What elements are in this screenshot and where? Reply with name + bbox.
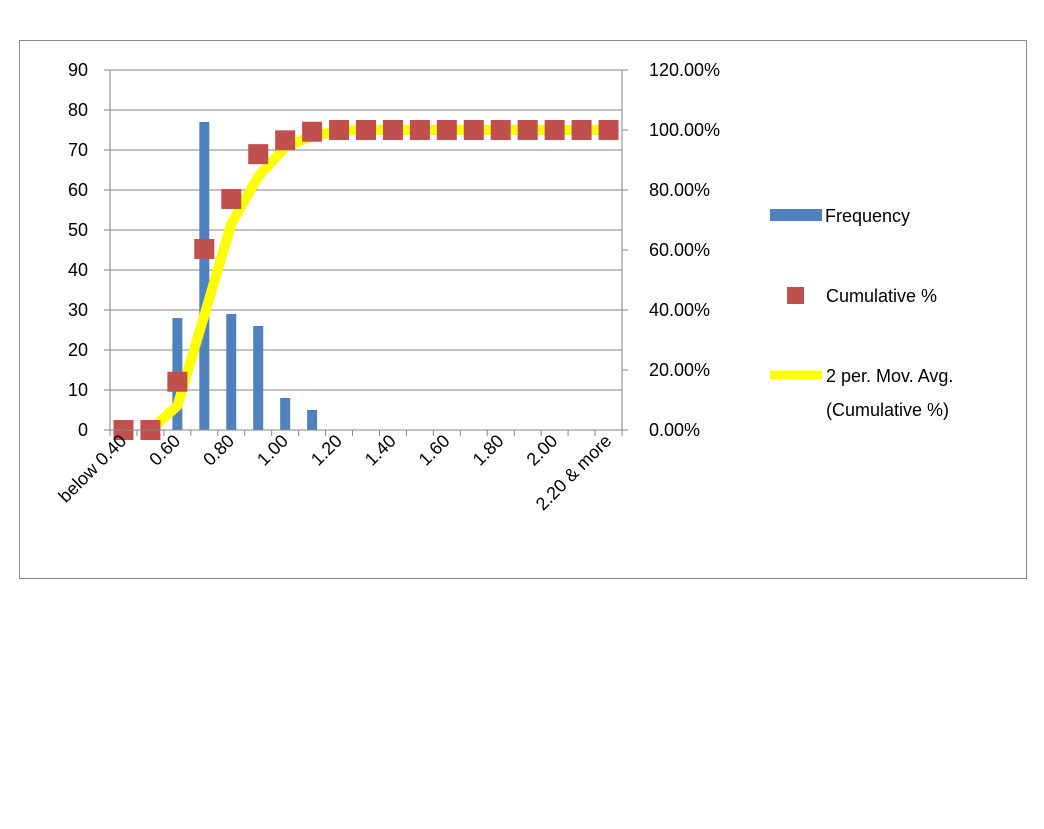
y2-tick-label: 0.00% (649, 420, 700, 440)
y-tick-label: 80 (68, 100, 88, 120)
moving-average-line (145, 125, 614, 435)
cumulative-point (356, 120, 376, 140)
cumulative-point (221, 188, 242, 209)
x-tick-label: 1.00 (253, 431, 292, 470)
x-tick-label: 1.20 (307, 431, 346, 470)
y2-tick-label: 20.00% (649, 360, 710, 380)
cumulative-point (194, 238, 215, 259)
frequency-bar (253, 326, 264, 430)
frequency-bar (226, 314, 237, 430)
cumulative-point (544, 120, 565, 140)
legend-frequency-label: Frequency (825, 206, 910, 226)
x-tick-label: 0.80 (199, 431, 238, 470)
frequency-bar (280, 398, 291, 430)
y2-tick-label: 40.00% (649, 300, 710, 320)
y-tick-label: 70 (68, 140, 88, 160)
x-tick-label: below 0.40 (55, 431, 131, 507)
x-tick-label: 1.40 (361, 431, 400, 470)
y-tick-label: 10 (68, 380, 88, 400)
x-tick-label: 1.60 (415, 431, 454, 470)
cumulative-point (275, 130, 296, 151)
cumulative-point (329, 120, 350, 140)
x-tick-label: 1.80 (469, 431, 508, 470)
y-tick-label: 60 (68, 180, 88, 200)
legend-cumulative-swatch (787, 287, 804, 304)
frequency-bars (172, 122, 318, 430)
legend-moving-average-label-line1: 2 per. Mov. Avg. (826, 366, 953, 386)
y2-tick-label: 100.00% (649, 120, 720, 140)
legend-cumulative-label: Cumulative % (826, 286, 937, 306)
y2-tick-label: 120.00% (649, 60, 720, 80)
y-tick-label: 0 (78, 420, 88, 440)
cumulative-point (436, 120, 457, 140)
cumulative-point (490, 120, 511, 140)
cumulative-point (463, 120, 484, 140)
cumulative-point (598, 120, 619, 140)
y-tick-label: 30 (68, 300, 88, 320)
frequency-bar (199, 122, 210, 430)
cumulative-point (571, 120, 592, 140)
y2-tick-label: 80.00% (649, 180, 710, 200)
x-tick-label: 2.00 (523, 431, 562, 470)
moving-average-path (145, 125, 614, 435)
cumulative-point (409, 120, 430, 140)
y-tick-label: 90 (68, 60, 88, 80)
cumulative-point (167, 371, 188, 392)
legend-moving-average-label-line2: (Cumulative %) (826, 400, 949, 420)
cumulative-point (382, 120, 403, 140)
cumulative-point (248, 144, 269, 165)
cumulative-point (517, 120, 538, 140)
legend: Frequency Cumulative % 2 per. Mov. Avg. … (770, 206, 953, 420)
cumulative-points (113, 120, 619, 440)
cumulative-point (302, 121, 323, 142)
y2-tick-label: 60.00% (649, 240, 710, 260)
y-tick-label: 20 (68, 340, 88, 360)
frequency-bar (307, 410, 318, 430)
y-tick-label: 40 (68, 260, 88, 280)
legend-frequency-swatch (770, 209, 822, 221)
y-tick-label: 50 (68, 220, 88, 240)
